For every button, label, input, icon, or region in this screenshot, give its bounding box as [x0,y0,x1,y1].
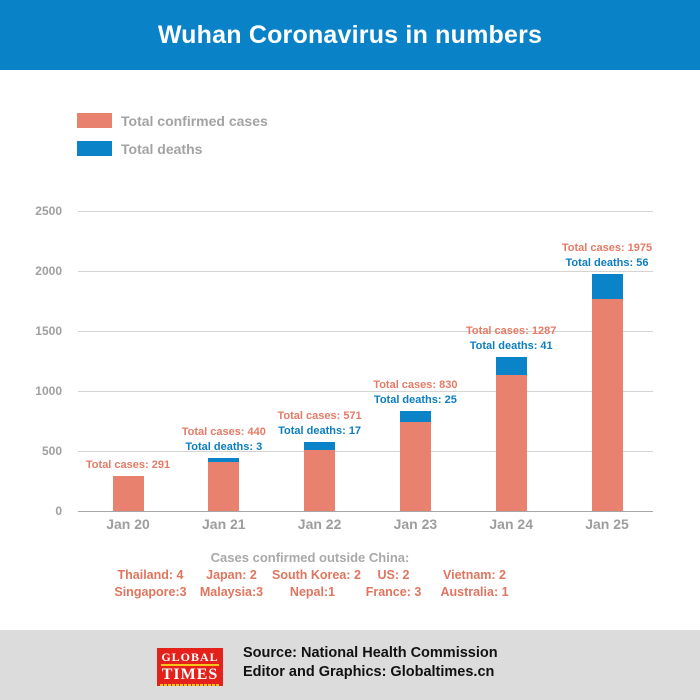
outside-item: South Korea: 2 [272,568,361,582]
annotation-total-deaths: Total deaths: 17 [278,425,362,438]
annotation-total-cases: Total cases: 1287 [466,324,557,337]
gridline [78,331,653,332]
outside-item: Vietnam: 2 [443,568,506,582]
legend-swatch-cases [77,113,112,128]
outside-china-title: Cases confirmed outside China: [210,550,410,565]
bar-cases-jan-24 [495,374,527,511]
legend-label-cases: Total confirmed cases [121,113,268,129]
x-axis-label: Jan 25 [585,516,629,532]
header-bar: Wuhan Coronavirus in numbers [0,0,700,70]
annotation-total-deaths: Total deaths: 25 [373,394,457,407]
annotation-total-cases: Total cases: 440 [181,426,266,439]
annotation-total-cases: Total cases: 1975 [561,242,653,254]
x-axis-label: Jan 21 [202,516,246,532]
bar-cases-jan-22 [304,450,336,511]
outside-item: Singapore:3 [114,585,187,599]
bar-deaths-jan-24 [495,356,527,375]
editor-line: Editor and Graphics: Globaltimes.cn [243,664,495,680]
bar-annotation: Total cases: 291 [48,458,208,473]
outside-item: Nepal:1 [289,585,336,599]
bar-annotation: Total cases: 440 Total deaths: 3 [144,425,304,455]
global-times-logo: GLOBAL TIMES [157,648,223,686]
y-tick-label: 2000 [35,264,62,278]
logo-text-global: GLOBAL [161,650,219,666]
source-line: Source: National Health Commission [243,645,498,661]
bar-cases-jan-23 [399,422,431,511]
annotation-total-cases: Total cases: 830 [373,379,458,392]
x-axis-label: Jan 20 [106,516,150,532]
footer-bar: GLOBAL TIMES Source: National Health Com… [0,630,700,700]
outside-item: Japan: 2 [206,568,257,582]
y-tick-label: 0 [55,504,62,518]
x-axis-line [78,511,653,512]
footer-credits: Source: National Health Commission Edito… [243,644,498,682]
gridline [78,451,653,452]
bar-cases-jan-20 [112,476,144,511]
legend-swatch-deaths [77,141,112,156]
outside-item: France: 3 [365,585,422,599]
annotation-total-deaths: Total deaths: 3 [185,441,263,454]
logo-tagline-strip [160,684,220,686]
x-axis-label: Jan 23 [393,516,438,532]
annotation-total-deaths: Total deaths: 56 [565,257,649,269]
bar-annotation: Total cases: 1287 Total deaths: 41 [431,324,591,354]
outside-item: Thailand: 4 [117,568,184,582]
annotation-total-cases: Total cases: 571 [277,410,362,423]
bar-cases-jan-21 [208,462,240,511]
bar-deaths-jan-21 [208,458,240,463]
outside-china-list: Thailand: 4 Japan: 2 South Korea: 2 US: … [110,568,515,602]
bar-annotation: Total cases: 571 Total deaths: 17 [240,409,400,439]
x-axis-label: Jan 22 [297,516,342,532]
bar-deaths-jan-22 [304,442,336,451]
outside-item: Australia: 1 [440,585,509,599]
logo-text-times: TIMES [161,666,219,683]
y-tick-label: 500 [41,444,62,458]
gridline [78,391,653,392]
y-tick-label: 2500 [35,204,62,218]
gridline [78,211,653,212]
annotation-total-deaths: Total deaths: 41 [469,339,553,352]
bar-annotation: Total cases: 830 Total deaths: 25 [335,378,495,408]
outside-item: US: 2 [377,568,410,582]
bar-deaths-jan-23 [399,411,431,423]
y-tick-label: 1500 [35,324,62,338]
x-axis-label: Jan 24 [489,516,533,532]
bar-cases-jan-25 [591,299,623,511]
gridline [78,271,653,272]
annotation-total-cases: Total cases: 291 [85,459,171,472]
legend-label-deaths: Total deaths [121,141,203,157]
page-title: Wuhan Coronavirus in numbers [157,21,543,49]
bar-annotation: Total cases: 1975 Total deaths: 56 [527,241,687,271]
bar-deaths-jan-25 [591,274,623,299]
y-tick-label: 1000 [35,384,62,398]
outside-item: Malaysia:3 [199,585,264,599]
